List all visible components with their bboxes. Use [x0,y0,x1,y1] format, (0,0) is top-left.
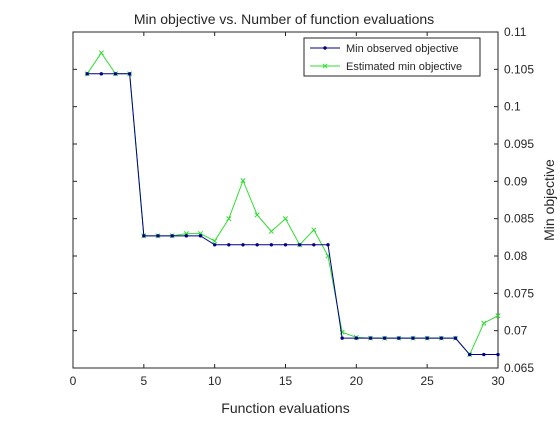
plot-area [72,31,499,369]
y-tick-label: 0.1 [504,100,521,114]
data-point-min-observed-objective [142,234,146,238]
x-tick-label: 20 [350,374,364,388]
data-point-min-observed-objective [467,352,472,357]
y-axis-ticks: 0.065 0.07 0.075 0.08 0.085 0.09 0.095 0.1 0.105… [73,25,534,375]
series-min-observed-objective [85,72,500,357]
data-point-min-observed-objective [326,243,330,247]
x-axis-label: Function evaluations [221,400,349,416]
series-line-min-observed-objective [87,73,498,356]
legend-item-min-observed-objective: Min observed objective [310,43,459,55]
legend-box [303,37,481,77]
legend-label: Estimated min objective [346,61,462,73]
data-point-min-observed-objective [340,336,344,340]
legend-item-estimated-min-objective: Estimated min objective [310,61,462,73]
data-point-min-observed-objective [283,243,288,247]
data-point-min-observed-objective [184,234,189,238]
y-tick-label: 0.085 [504,212,534,226]
data-point-min-observed-objective [99,72,104,76]
data-point-min-observed-objective [255,243,259,247]
data-point-min-observed-objective [127,72,132,76]
data-point-estimated-min-objective [226,216,232,222]
x-axis-ticks: 0 5 10 15 20 25 30 [70,32,505,388]
data-point-min-observed-objective [382,336,387,340]
x-tick-label: 5 [140,374,147,388]
data-point-estimated-min-objective [282,216,289,222]
y-axis-label: Min objective [541,159,557,241]
y-tick-label: 0.065 [504,361,534,375]
data-point-min-observed-objective [269,243,274,247]
data-point-min-observed-objective [297,243,302,247]
y-tick-label: 0.075 [504,286,534,300]
data-point-min-observed-objective [156,234,160,238]
data-point-min-observed-objective [113,72,118,76]
data-point-min-observed-objective [212,243,217,247]
data-point-min-observed-objective [227,243,231,247]
x-tick-label: 0 [70,374,77,388]
y-tick-label: 0.07 [504,324,528,338]
data-point-min-observed-objective [241,243,245,247]
y-tick-label: 0.095 [504,137,534,151]
legend-marker [323,46,327,50]
data-point-estimated-min-objective [254,212,260,218]
data-point-min-observed-objective [496,352,500,357]
y-tick-label: 0.09 [504,174,528,188]
legend-marker [322,63,328,69]
data-point-min-observed-objective [312,243,316,247]
data-point-min-observed-objective [453,336,458,340]
data-point-estimated-min-objective [212,238,218,244]
y-tick-label: 0.105 [504,62,534,76]
legend-label: Min observed objective [346,43,459,55]
x-tick-label: 10 [208,374,222,388]
data-point-estimated-min-objective [268,228,274,234]
y-tick-label: 0.11 [504,25,527,39]
data-point-estimated-min-objective [481,320,487,326]
data-point-estimated-min-objective [311,227,317,233]
data-point-min-observed-objective [397,336,401,340]
x-tick-label: 25 [420,374,434,388]
data-point-min-observed-objective [439,336,444,340]
data-point-min-observed-objective [425,336,429,340]
series-layer [84,50,501,358]
data-point-estimated-min-objective [98,50,104,56]
data-point-min-observed-objective [482,352,486,357]
data-point-min-observed-objective [411,336,415,340]
data-point-min-observed-objective [368,336,373,340]
data-point-min-observed-objective [198,234,203,238]
data-point-min-observed-objective [170,234,174,238]
x-tick-label: 30 [491,374,505,388]
data-point-min-observed-objective [85,72,89,76]
data-point-estimated-min-objective [495,313,501,319]
data-point-estimated-min-objective [240,178,246,184]
chart-title: Min objective vs. Number of function eva… [134,11,434,27]
y-tick-label: 0.08 [504,249,528,263]
legend: Min observed objective Estimated min obje… [303,37,481,77]
data-point-min-observed-objective [354,336,359,340]
x-tick-label: 15 [279,374,293,388]
